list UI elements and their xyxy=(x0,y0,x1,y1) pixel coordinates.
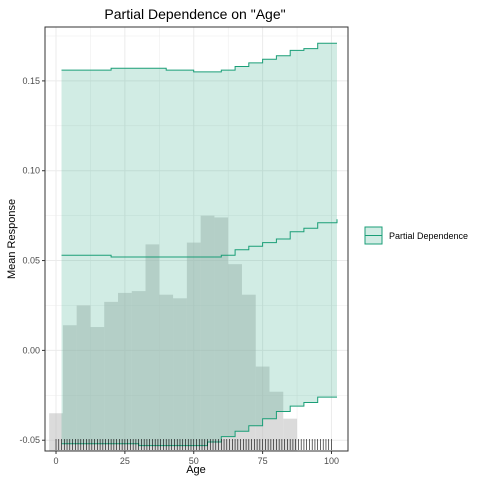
rug-marks xyxy=(55,439,332,450)
y-axis-title: Mean Response xyxy=(6,199,18,279)
histogram-bar xyxy=(200,215,215,451)
x-tick-label: 100 xyxy=(324,456,339,466)
histogram-bar xyxy=(117,292,132,451)
histogram-bar xyxy=(159,294,174,451)
dependence-lines xyxy=(61,42,338,447)
x-axis-title: Age xyxy=(186,464,206,476)
y-tick-label: 0.00 xyxy=(22,345,40,355)
histogram-bar xyxy=(49,413,63,451)
histogram-bar xyxy=(62,325,77,451)
histogram-bar xyxy=(269,391,284,451)
histogram-bar xyxy=(228,264,242,451)
chart-title: Partial Dependence on "Age" xyxy=(104,6,285,22)
histogram-bar xyxy=(186,242,201,451)
panel-border xyxy=(44,26,349,452)
confidence-band xyxy=(61,43,337,446)
y-tick-label: 0.15 xyxy=(22,76,40,86)
y-tick-label: 0.05 xyxy=(22,256,40,266)
histogram-bar xyxy=(241,294,256,451)
mean-line xyxy=(61,219,338,258)
histogram-bar xyxy=(76,305,91,451)
legend: Partial Dependence xyxy=(364,226,468,245)
upper-bound-line xyxy=(61,42,337,73)
histogram-bar xyxy=(173,298,187,451)
histogram-bar xyxy=(104,301,118,451)
histogram xyxy=(49,215,298,451)
legend-label: Partial Dependence xyxy=(389,231,468,241)
y-axis: -0.05 0.00 0.05 0.10 0.15 xyxy=(19,76,45,445)
histogram-bar xyxy=(283,418,298,451)
histogram-bar xyxy=(214,217,229,451)
lower-bound-line xyxy=(61,396,337,447)
histogram-bar xyxy=(255,366,270,451)
histogram-bar xyxy=(131,291,146,451)
confidence-band-area xyxy=(61,43,337,446)
x-tick-label: 0 xyxy=(54,456,59,466)
x-tick-label: 75 xyxy=(258,456,268,466)
y-tick-label: -0.05 xyxy=(19,435,40,445)
x-axis: 0 25 50 75 100 xyxy=(54,451,339,466)
histogram-bar xyxy=(90,327,105,451)
x-tick-label: 50 xyxy=(189,456,199,466)
y-tick-label: 0.10 xyxy=(22,166,40,176)
x-tick-label: 25 xyxy=(120,456,130,466)
histogram-bar xyxy=(145,244,160,451)
